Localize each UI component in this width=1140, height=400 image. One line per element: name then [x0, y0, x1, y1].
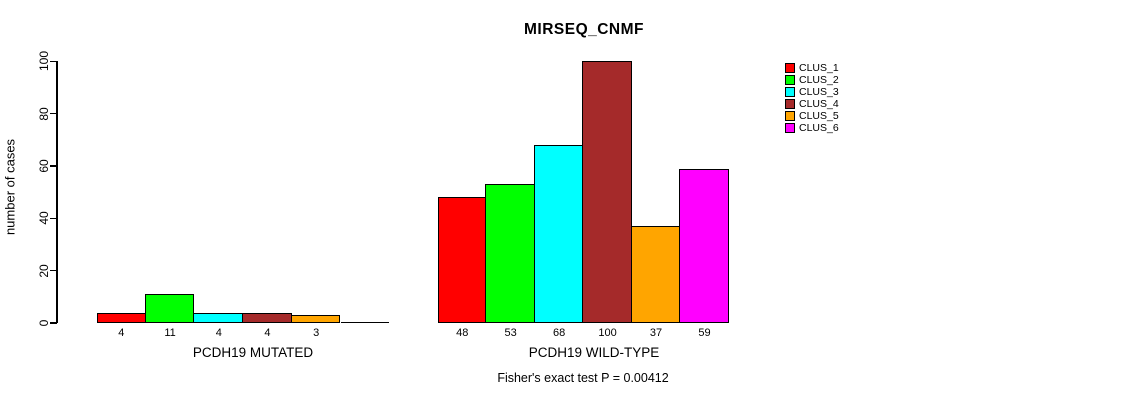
bar-value-label: 68 — [553, 327, 566, 339]
fisher-test-annotation: Fisher's exact test P = 0.00412 — [497, 371, 669, 385]
y-tick-label: 60 — [37, 159, 51, 173]
legend-swatch — [785, 111, 795, 121]
bar-value-label: 53 — [504, 327, 517, 339]
bar-value-label: 37 — [649, 327, 663, 339]
legend-swatch — [785, 99, 795, 109]
bar-value-label: 3 — [313, 327, 320, 339]
chart-title: MIRSEQ_CNMF — [523, 21, 645, 38]
y-tick — [50, 60, 57, 63]
legend-label: CLUS_5 — [799, 110, 839, 122]
bar — [290, 315, 341, 323]
bar — [242, 312, 292, 323]
x-axis-label-mutated: PCDH19 MUTATED — [192, 345, 314, 360]
bar — [144, 294, 195, 323]
legend-label: CLUS_1 — [799, 62, 839, 74]
y-tick — [50, 112, 57, 115]
bar-value-label: 100 — [598, 327, 617, 339]
y-tick — [50, 269, 57, 272]
bar — [630, 226, 681, 323]
y-tick-label: 100 — [37, 51, 51, 72]
bar — [485, 184, 535, 323]
bar-value-label: 4 — [215, 327, 222, 339]
zero-height-bar — [340, 322, 390, 323]
bar-value-label: 59 — [698, 327, 711, 339]
y-tick — [50, 165, 57, 167]
bar-value-label: 11 — [164, 327, 176, 339]
legend-label: CLUS_4 — [799, 98, 839, 110]
bar-value-label: 4 — [118, 327, 125, 339]
bar — [533, 145, 584, 323]
legend-swatch — [785, 123, 795, 133]
legend-label: CLUS_2 — [799, 74, 839, 86]
legend-swatch — [785, 87, 795, 97]
bar-value-label: 4 — [264, 327, 271, 339]
y-tick-label: 0 — [37, 319, 51, 327]
y-tick-label: 20 — [37, 263, 51, 278]
y-axis-label: number of cases — [2, 138, 18, 236]
bar — [582, 61, 632, 323]
y-axis-line — [56, 61, 58, 323]
y-tick — [50, 322, 57, 324]
bar — [97, 312, 146, 323]
bar — [193, 312, 244, 323]
bar — [438, 197, 487, 323]
x-axis-label-wildtype: PCDH19 WILD-TYPE — [528, 345, 660, 360]
y-tick-label: 40 — [37, 211, 51, 225]
legend-label: CLUS_6 — [799, 122, 839, 134]
bar-value-label: 48 — [456, 327, 469, 339]
legend-swatch — [785, 75, 795, 85]
legend-swatch — [785, 63, 795, 73]
bar — [679, 168, 729, 323]
y-tick — [50, 217, 57, 220]
legend-label: CLUS_3 — [799, 86, 839, 98]
y-tick-label: 80 — [37, 106, 51, 121]
